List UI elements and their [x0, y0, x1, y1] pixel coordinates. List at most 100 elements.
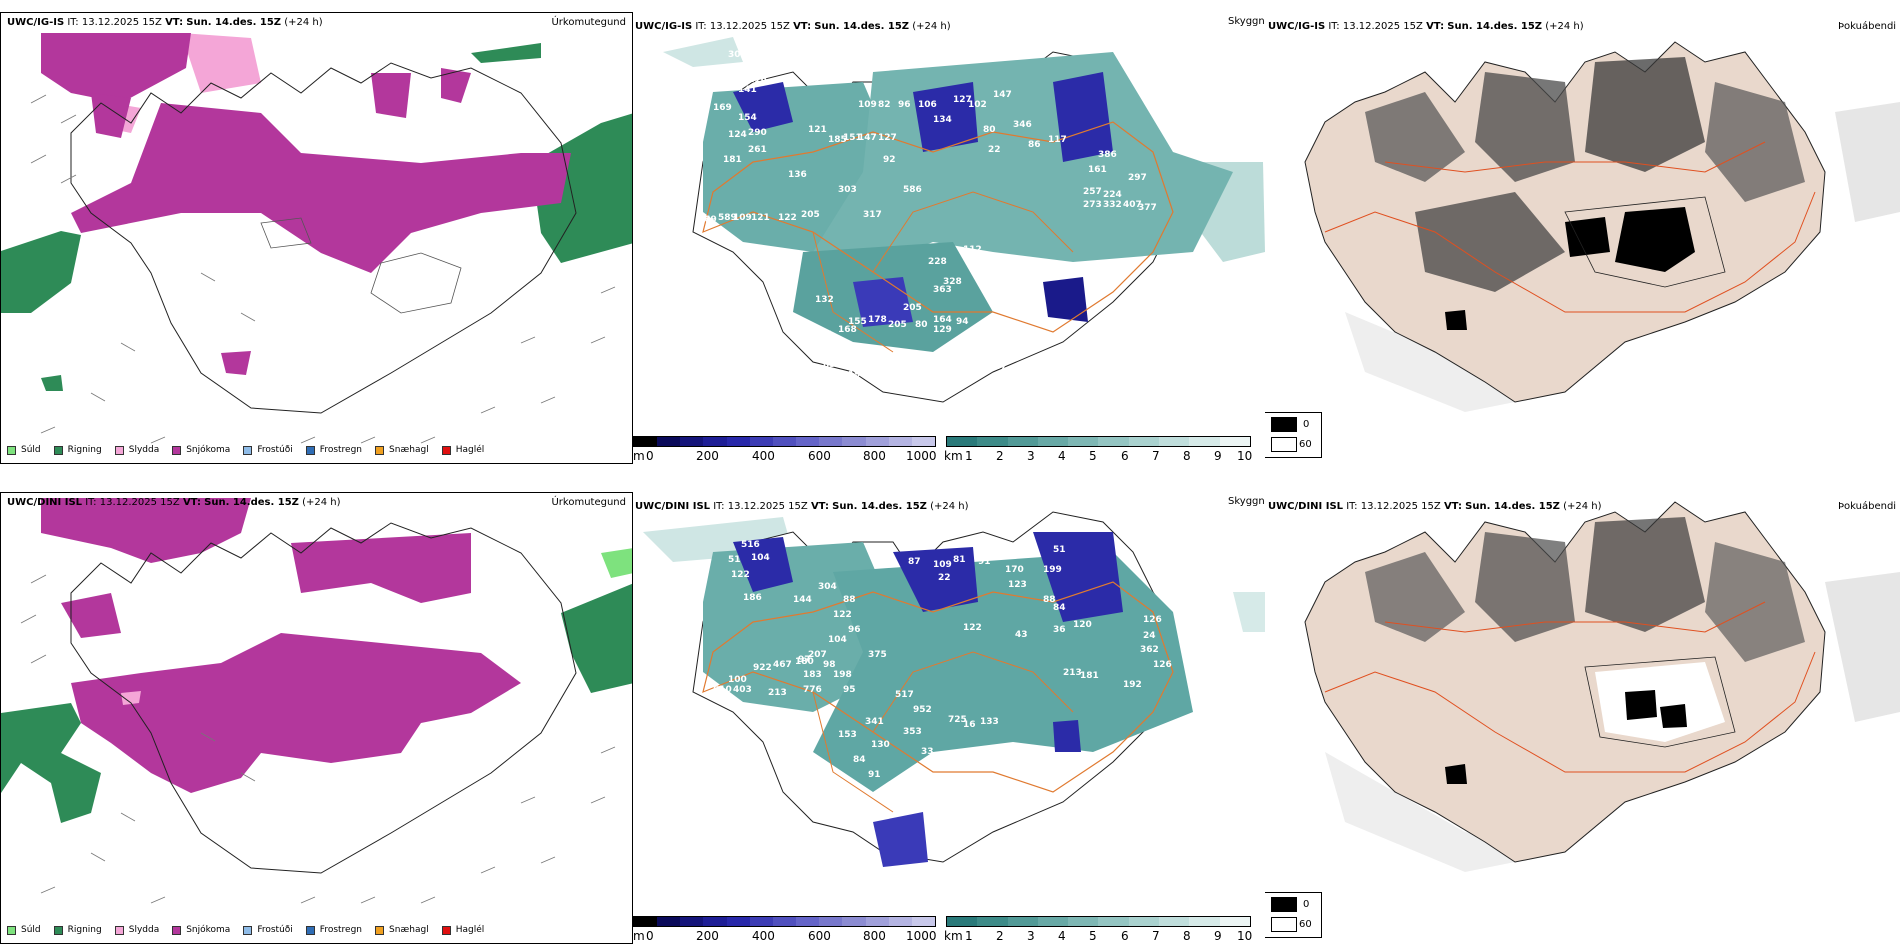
visibility-color-step — [1219, 437, 1250, 446]
cloud-base-value: 22 — [938, 573, 951, 583]
cloud-base-value: 134 — [933, 115, 952, 125]
tick-label: 1 — [965, 449, 973, 463]
tick-label: 0 — [646, 929, 654, 943]
vt-label: VT: — [793, 21, 812, 32]
cloud-base-value: 126 — [1143, 615, 1162, 625]
cloud-base-color-step — [842, 917, 866, 926]
legend-label: Frostúði — [257, 445, 293, 455]
cloud-base-value: 328 — [943, 277, 962, 287]
cloud-base-area — [913, 82, 978, 152]
precip-map-graphic — [1, 33, 632, 444]
cloud-base-value: 517 — [895, 690, 914, 700]
snow-area — [61, 593, 121, 638]
cloud-base-color-step — [888, 437, 912, 446]
cloud-base-value: 467 — [773, 660, 792, 670]
legend-label: Haglél — [455, 925, 485, 935]
legend-item: Frostregn — [305, 925, 362, 935]
snow-area — [41, 33, 191, 103]
snow-area — [71, 103, 571, 273]
fog-key: 0 60 — [1265, 412, 1322, 458]
cloud-base-value: 91 — [978, 557, 991, 567]
cloud-base-value: 181 — [723, 155, 742, 165]
legend-label: Slydda — [128, 925, 160, 935]
cloud-base-value: 403 — [733, 685, 752, 695]
cloud-base-color-step — [772, 437, 797, 446]
cloud-base-value: 332 — [1103, 200, 1122, 210]
snow-area — [441, 68, 471, 103]
cloud-base-value: 386 — [1098, 150, 1117, 160]
vt-label: VT: — [165, 17, 184, 28]
cloud-base-value: 304 — [818, 582, 837, 592]
legend-swatch — [305, 445, 315, 455]
model-name: UWC/IG-IS — [1268, 21, 1326, 32]
cloud-base-value: 205 — [888, 320, 907, 330]
it-label: IT: — [85, 497, 97, 508]
tick-label: 9 — [1214, 449, 1222, 463]
tick-label: 0 — [646, 449, 654, 463]
cloud-base-value: 469 — [698, 215, 717, 225]
tick-label: 3 — [1027, 449, 1035, 463]
rain-area — [41, 375, 63, 391]
cloud-base-value: 43 — [1015, 630, 1028, 640]
roads — [702, 121, 1174, 333]
cloud-base-value: 725 — [948, 715, 967, 725]
cloud-base-value: 105 — [813, 330, 832, 340]
cloud-base-value: 122 — [731, 570, 750, 580]
cloud-base-color-step — [819, 917, 843, 926]
cloud-base-value: 36 — [1053, 625, 1066, 635]
cloud-base-value: 199 — [1043, 565, 1062, 575]
cloud-base-value: 130 — [713, 83, 732, 93]
cloud-base-value: 122 — [778, 213, 797, 223]
precip-type-map-top: UWC/IG-IS IT: 13.12.2025 15Z VT: Sun. 14… — [0, 12, 633, 464]
it-label: IT: — [695, 21, 707, 32]
model-name: UWC/IG-IS — [7, 17, 65, 28]
glacier-outline — [260, 217, 312, 249]
cloud-base-color-step — [796, 917, 820, 926]
cloud-base-value: 88 — [843, 595, 856, 605]
legend-swatch — [305, 925, 315, 935]
cloud-base-value: 273 — [1083, 200, 1102, 210]
field-name: Úrkomutegund — [551, 497, 626, 508]
vt-value: Sun. 14.des. 15Z — [204, 497, 299, 508]
vt-label: VT: — [1426, 21, 1445, 32]
field-name: Þokuábendi — [1838, 501, 1897, 512]
visibility-color-step — [1128, 917, 1160, 926]
cloud-base-value: 109 — [733, 213, 752, 223]
fog-low-index — [1705, 542, 1805, 662]
wind-barbs — [30, 94, 616, 444]
legend-swatch — [441, 925, 451, 935]
fog-key-swatch — [1271, 897, 1297, 912]
cloud-base-value: 129 — [933, 325, 952, 335]
cloud-base-value: 290 — [748, 128, 767, 138]
model-name: UWC/DINI ISL — [7, 497, 83, 508]
cloud-base-unit: m — [633, 449, 645, 463]
legend-item: Frostúði — [243, 445, 293, 455]
cloud-base-value: 141 — [738, 85, 757, 95]
cloud-base-value: 586 — [903, 185, 922, 195]
vt-label: VT: — [182, 497, 201, 508]
cloud-base-color-step — [657, 437, 681, 446]
it-value: 13.12.2025 15Z — [81, 17, 162, 28]
cloud-base-value: 136 — [788, 170, 807, 180]
lead-time: (+24 h) — [302, 497, 341, 508]
cloud-base-value: 198 — [833, 670, 852, 680]
cloud-base-area — [733, 537, 793, 592]
cloud-base-area — [893, 547, 978, 612]
visibility-unit: km — [944, 929, 963, 943]
field-name: Skyggni — [1228, 496, 1265, 507]
cloud-base-value: 96 — [848, 625, 861, 635]
rain-area — [601, 548, 632, 578]
cloud-base-value: 94 — [956, 317, 969, 327]
snow-area — [41, 498, 251, 563]
rain-area — [531, 113, 632, 263]
legend-item: Súld — [7, 445, 41, 455]
vt-label: VT: — [810, 501, 829, 512]
cloud-base-value: 302 — [728, 50, 747, 60]
legend-item: Súld — [7, 925, 41, 935]
visibility-color-step — [1007, 917, 1038, 926]
cloud-base-value: 112 — [963, 245, 982, 255]
snow-area — [221, 351, 251, 375]
cloud-base-value: 127 — [878, 133, 897, 143]
lead-time: (+24 h) — [912, 21, 951, 32]
